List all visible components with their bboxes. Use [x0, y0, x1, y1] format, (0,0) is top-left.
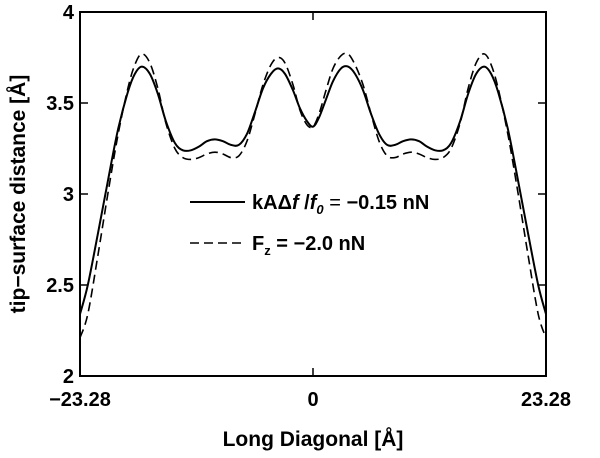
legend-label-fz: Fz = −2.0 nN — [252, 233, 365, 258]
y-tick-label: 4 — [63, 2, 75, 24]
y-tick-label: 3 — [63, 184, 74, 206]
series-line-kadf — [79, 65, 547, 315]
y-tick-label: 2 — [63, 366, 74, 388]
legend-label-kadf: kAΔf /f0 = −0.15 nN — [252, 192, 429, 217]
y-tick-label: 3.5 — [46, 93, 74, 115]
y-tick-label: 2.5 — [46, 275, 74, 297]
x-tick-label: 0 — [307, 389, 318, 411]
x-tick-label: 23.28 — [521, 389, 571, 411]
data-series — [79, 52, 547, 339]
x-axis-label: Long Diagonal [Å] — [223, 427, 404, 451]
legend: kAΔf /f0 = −0.15 nN Fz = −2.0 nN — [190, 192, 429, 258]
axis-ticks: 2 2.5 3 3.5 4 −23.28 0 23.28 — [46, 2, 571, 411]
y-axis-label: tip−surface distance [Å] — [6, 75, 30, 314]
series-line-fz — [79, 52, 547, 339]
x-tick-label: −23.28 — [49, 389, 111, 411]
